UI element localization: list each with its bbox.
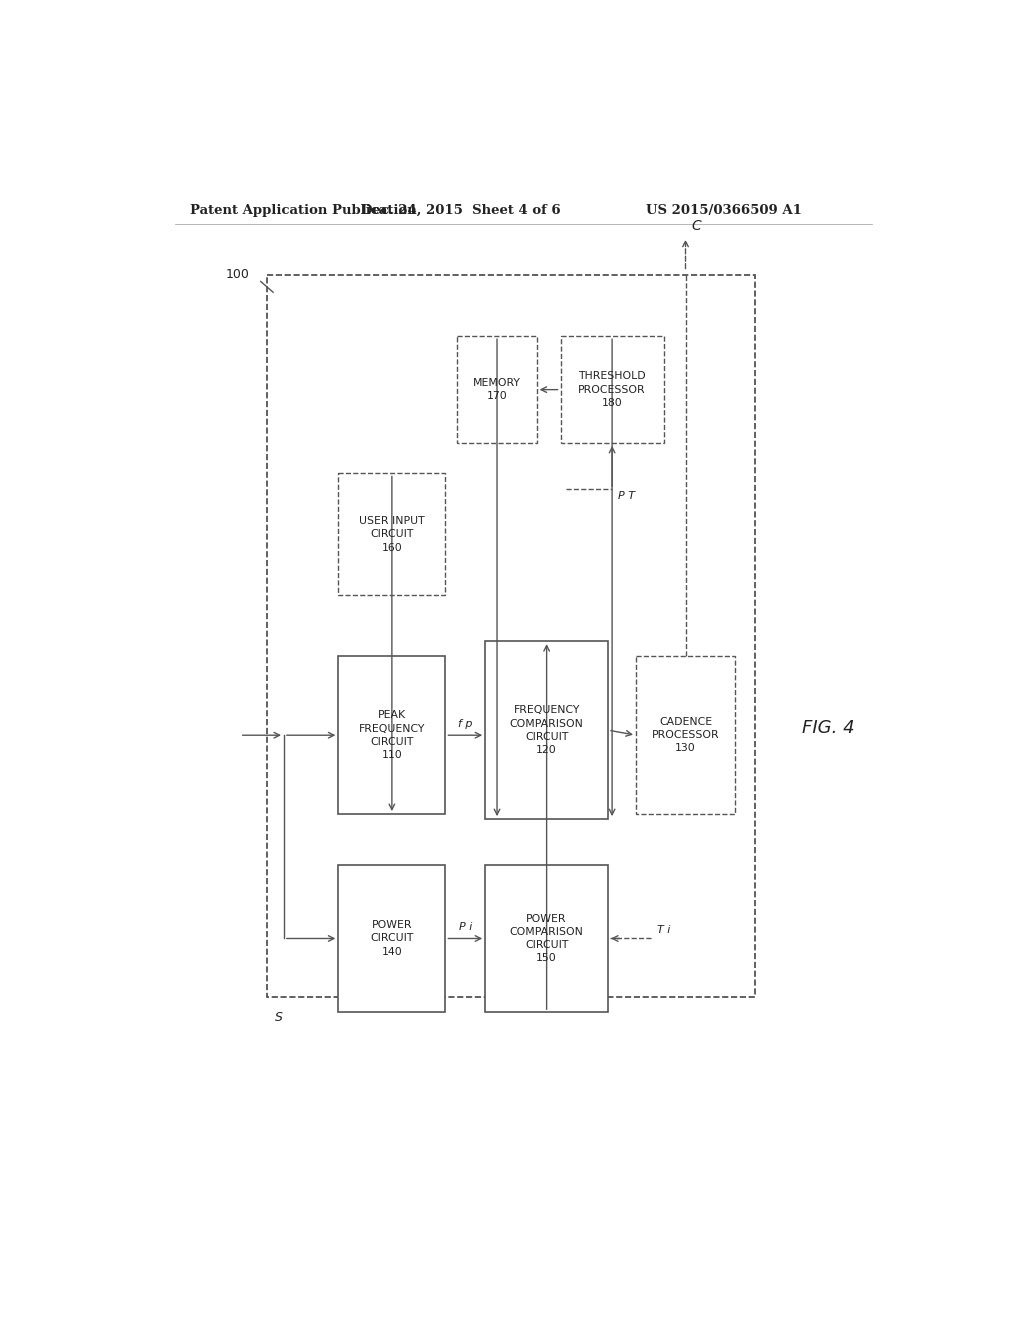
- Text: FREQUENCY
COMPARISON
CIRCUIT
120: FREQUENCY COMPARISON CIRCUIT 120: [510, 705, 584, 755]
- Bar: [338, 865, 445, 1012]
- Bar: [338, 656, 445, 814]
- Text: US 2015/0366509 A1: US 2015/0366509 A1: [646, 205, 802, 218]
- Text: USER INPUT
CIRCUIT
160: USER INPUT CIRCUIT 160: [359, 516, 425, 553]
- Text: C: C: [691, 219, 701, 232]
- Text: FIG. 4: FIG. 4: [802, 718, 855, 737]
- Text: P T: P T: [618, 491, 635, 500]
- Bar: [560, 337, 664, 444]
- Text: CADENCE
PROCESSOR
130: CADENCE PROCESSOR 130: [651, 717, 719, 754]
- Text: POWER
COMPARISON
CIRCUIT
150: POWER COMPARISON CIRCUIT 150: [510, 913, 584, 964]
- Bar: [267, 276, 755, 997]
- Bar: [485, 642, 608, 818]
- Bar: [338, 474, 445, 595]
- Text: T i: T i: [657, 924, 671, 935]
- Text: f p: f p: [458, 719, 472, 729]
- Bar: [485, 865, 608, 1012]
- Bar: [636, 656, 735, 814]
- Text: 100: 100: [226, 268, 250, 281]
- Text: POWER
CIRCUIT
140: POWER CIRCUIT 140: [371, 920, 414, 957]
- Text: PEAK
FREQUENCY
CIRCUIT
110: PEAK FREQUENCY CIRCUIT 110: [358, 710, 425, 760]
- Text: Dec. 24, 2015  Sheet 4 of 6: Dec. 24, 2015 Sheet 4 of 6: [361, 205, 561, 218]
- Bar: [458, 337, 537, 444]
- Text: Patent Application Publication: Patent Application Publication: [190, 205, 417, 218]
- Text: THRESHOLD
PROCESSOR
180: THRESHOLD PROCESSOR 180: [579, 371, 646, 408]
- Text: MEMORY
170: MEMORY 170: [473, 378, 521, 401]
- Text: P i: P i: [459, 923, 472, 932]
- Text: S: S: [274, 1011, 283, 1024]
